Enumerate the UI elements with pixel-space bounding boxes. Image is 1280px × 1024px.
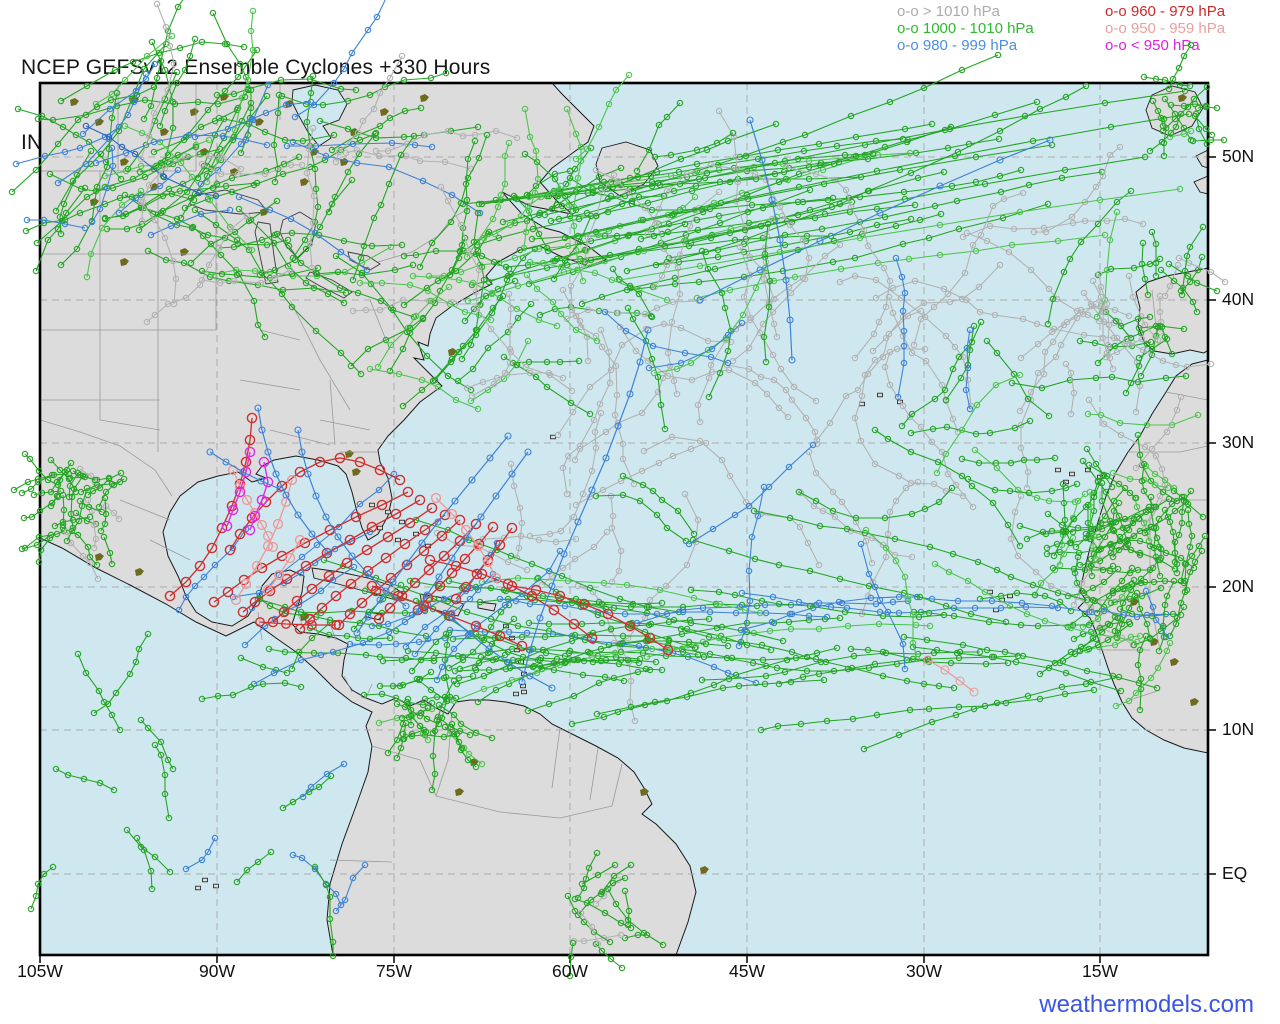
lat-label-10N: 10N (1222, 719, 1255, 739)
lat-label-30N: 30N (1222, 432, 1255, 452)
legend-1000-1010: o-o 1000 - 1010 hPa (897, 20, 1034, 37)
lon-label-15W: 15W (1082, 961, 1118, 981)
lon-label-45W: 45W (729, 961, 765, 981)
lat-label-20N: 20N (1222, 576, 1255, 596)
legend-gt1010: o-o > 1010 hPa (897, 3, 1001, 20)
lon-label-90W: 90W (199, 961, 235, 981)
lon-label-75W: 75W (376, 961, 412, 981)
legend-980-999: o-o 980 - 999 hPa (897, 37, 1018, 54)
lat-label-EQ: EQ (1222, 863, 1248, 883)
lat-label-40N: 40N (1222, 289, 1255, 309)
lat-label-50N: 50N (1222, 146, 1255, 166)
legend-960-979: o-o 960 - 979 hPa (1105, 3, 1226, 20)
legend-950-959: o-o 950 - 959 hPa (1105, 20, 1226, 37)
lon-label-105W: 105W (17, 961, 63, 981)
map-title-line1: NCEP GEFSv12 Ensemble Cyclones +330 Hour… (21, 56, 491, 79)
lon-label-60W: 60W (552, 961, 588, 981)
watermark-link[interactable]: weathermodels.com (1039, 991, 1254, 1018)
legend-lt950: o-o < 950 hPa (1105, 37, 1200, 54)
lon-label-30W: 30W (906, 961, 942, 981)
